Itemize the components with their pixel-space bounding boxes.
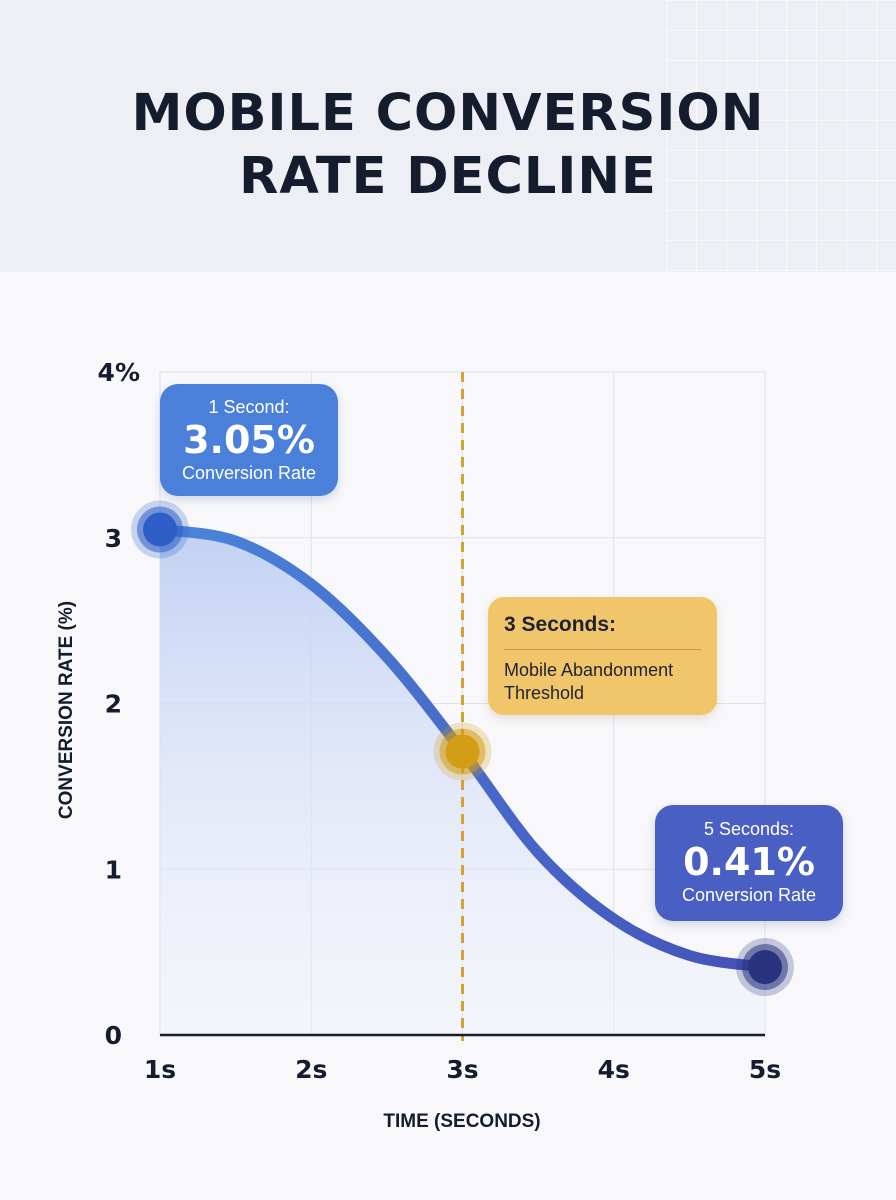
y-tick-labels: 0 1 2 3 4% <box>98 358 140 1050</box>
callout-3-head: 3 Seconds: <box>504 611 701 650</box>
callout-1-value: 3.05% <box>183 418 315 462</box>
page-title: MOBILE CONVERSION RATE DECLINE <box>0 82 896 208</box>
callout-1-second: 1 Second: 3.05% Conversion Rate <box>160 384 338 496</box>
data-point-3s <box>445 734 480 769</box>
callout-3-body: Mobile Abandonment Threshold <box>504 660 674 703</box>
x-tick-label: 2s <box>295 1055 327 1084</box>
callout-5-sub: Conversion Rate <box>681 885 817 905</box>
y-tick-label: 1 <box>105 855 122 884</box>
header: MOBILE CONVERSION RATE DECLINE <box>0 0 896 272</box>
x-tick-label: 3s <box>446 1055 478 1084</box>
markers <box>131 500 794 997</box>
y-tick-label: 2 <box>105 690 122 719</box>
conversion-chart: 0 1 2 3 4% 1s 2s 3s 4s 5s CONVERSION RATE (%) TI… <box>56 358 794 1132</box>
title-line-2: RATE DECLINE <box>239 147 657 206</box>
y-tick-label: 3 <box>105 524 122 553</box>
x-tick-labels: 1s 2s 3s 4s 5s <box>144 1055 781 1084</box>
y-tick-label: 4% <box>98 358 140 387</box>
x-tick-label: 5s <box>749 1055 781 1084</box>
callout-5-head: 5 Seconds: <box>703 819 795 839</box>
x-tick-label: 4s <box>598 1055 630 1084</box>
callout-5-value: 0.41% <box>683 840 815 884</box>
data-point-5s <box>748 950 782 985</box>
header-grid-decoration <box>666 0 896 272</box>
y-axis-title: CONVERSION RATE (%) <box>56 601 77 819</box>
chart-area: 0 1 2 3 4% 1s 2s 3s 4s 5s CONVERSION RATE (%) TI… <box>0 272 896 1200</box>
y-tick-label: 0 <box>105 1021 122 1050</box>
callout-1-head: 1 Second: <box>208 397 290 417</box>
x-tick-label: 1s <box>144 1055 176 1084</box>
callout-3-seconds: 3 Seconds: Mobile Abandonment Threshold <box>488 597 717 715</box>
data-point-1s <box>143 512 177 547</box>
callout-5-seconds: 5 Seconds: 0.41% Conversion Rate <box>655 805 843 921</box>
callout-1-sub: Conversion Rate <box>181 463 317 483</box>
x-axis-title: TIME (SECONDS) <box>383 1111 540 1132</box>
title-line-1: MOBILE CONVERSION <box>131 84 765 143</box>
